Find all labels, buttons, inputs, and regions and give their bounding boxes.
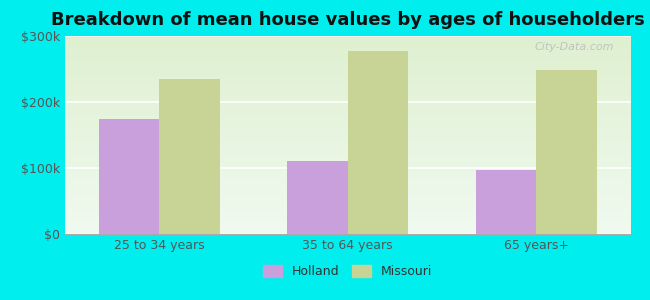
Bar <box>99 118 159 234</box>
Bar <box>287 161 348 234</box>
Bar <box>536 70 597 234</box>
Title: Breakdown of mean house values by ages of householders: Breakdown of mean house values by ages o… <box>51 11 645 29</box>
Bar <box>476 170 536 234</box>
Bar <box>159 79 220 234</box>
Legend: Holland, Missouri: Holland, Missouri <box>258 260 437 283</box>
Bar <box>348 50 408 234</box>
Text: City-Data.com: City-Data.com <box>534 42 614 52</box>
